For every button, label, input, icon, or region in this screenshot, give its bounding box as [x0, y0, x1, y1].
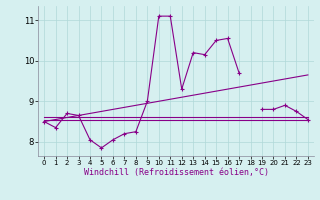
X-axis label: Windchill (Refroidissement éolien,°C): Windchill (Refroidissement éolien,°C): [84, 168, 268, 177]
